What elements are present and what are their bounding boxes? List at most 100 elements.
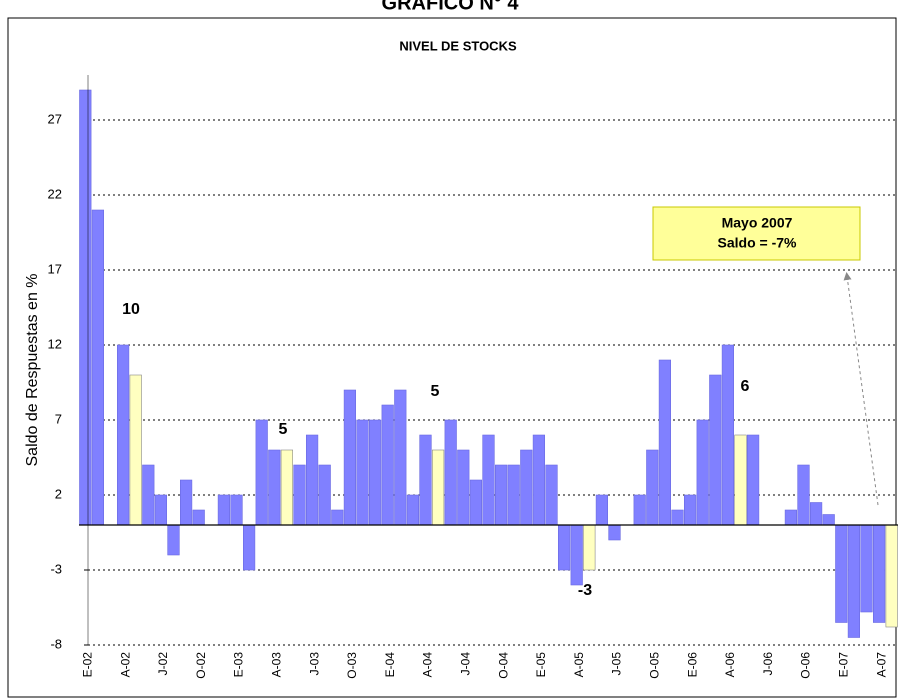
x-tick-label: E-02	[80, 652, 94, 678]
bar	[532, 434, 545, 526]
bar	[683, 494, 697, 526]
bar	[570, 524, 583, 586]
x-tick-label: J-02	[156, 652, 170, 676]
bar	[860, 524, 873, 613]
note-text: Mayo 2007	[722, 215, 793, 231]
x-tick-label: O-06	[799, 652, 813, 679]
bar	[293, 464, 306, 526]
bar	[835, 524, 848, 623]
x-tick-label: O-05	[647, 652, 661, 679]
annotation: 10	[122, 301, 140, 318]
chart-frame	[7, 17, 897, 698]
x-tick-label: J-05	[610, 652, 624, 676]
x-tick-label: E-07	[836, 652, 850, 678]
bar	[696, 419, 709, 526]
annotation: 5	[279, 421, 288, 438]
bar	[746, 434, 760, 526]
y-axis-label: Saldo de Respuestas en %	[24, 273, 41, 466]
chart-title: GRAFICO N° 4	[382, 0, 520, 14]
bar	[872, 524, 886, 623]
x-tick-label: A-07	[874, 652, 888, 678]
y-tick-label: 12	[48, 336, 62, 351]
x-tick-label: A-05	[572, 652, 586, 678]
bar	[847, 524, 860, 638]
bar	[444, 419, 457, 526]
x-tick-label: J-04	[458, 652, 472, 676]
bar	[633, 494, 646, 526]
bar	[79, 89, 92, 526]
note-text: Saldo = -7%	[718, 235, 798, 251]
bar	[318, 464, 331, 526]
note-box	[652, 206, 861, 261]
bar	[784, 509, 797, 526]
bar	[167, 524, 180, 556]
bar	[154, 494, 168, 526]
bar	[343, 389, 357, 526]
x-tick-label: O-03	[345, 652, 359, 679]
bar	[658, 359, 671, 526]
bar	[406, 494, 420, 526]
x-tick-label: A-02	[118, 652, 132, 678]
bar	[721, 344, 734, 526]
x-tick-label: E-05	[534, 652, 548, 678]
bar	[180, 479, 193, 526]
bar	[368, 419, 382, 526]
y-tick-label: -8	[50, 636, 62, 651]
bar	[331, 509, 344, 526]
x-tick-label: E-03	[232, 652, 246, 678]
bar	[520, 449, 533, 526]
bar	[494, 464, 508, 526]
x-tick-label: J-06	[761, 652, 775, 676]
y-tick-label: 7	[55, 411, 62, 426]
bar	[809, 502, 823, 526]
bar	[557, 524, 571, 571]
bar	[671, 509, 684, 526]
bar	[797, 464, 810, 526]
x-tick-label: E-04	[383, 652, 397, 678]
bar	[129, 374, 142, 526]
x-tick-label: E-06	[685, 652, 699, 678]
bar	[268, 449, 281, 526]
bar	[394, 389, 407, 526]
bar	[255, 419, 268, 526]
y-tick-label: -3	[50, 561, 62, 576]
chart-subtitle: NIVEL DE STOCKS	[399, 38, 517, 53]
bar	[545, 464, 558, 526]
bar	[117, 344, 130, 526]
bar	[192, 509, 205, 526]
bar	[305, 434, 319, 526]
x-tick-label: O-04	[496, 652, 510, 679]
bar	[583, 524, 596, 571]
bar	[142, 464, 155, 526]
bar	[822, 514, 835, 526]
bar	[381, 404, 394, 526]
bar	[482, 434, 495, 526]
bar	[91, 209, 104, 526]
bar	[507, 464, 520, 526]
bar	[356, 419, 369, 526]
bar	[243, 524, 256, 571]
bar	[885, 524, 898, 628]
x-tick-label: A-03	[269, 652, 283, 678]
y-tick-label: 17	[48, 261, 62, 276]
annotation: 5	[431, 383, 440, 400]
bar	[646, 449, 659, 526]
bar	[280, 449, 294, 526]
x-tick-label: A-04	[421, 652, 435, 678]
bar	[230, 494, 243, 526]
bar	[608, 524, 621, 541]
y-tick-label: 2	[55, 486, 62, 501]
bar	[431, 449, 445, 526]
bar	[457, 449, 470, 526]
bar	[709, 374, 722, 526]
bar	[595, 494, 608, 526]
bar	[469, 479, 483, 526]
note-arrow	[843, 272, 879, 506]
annotation: -3	[578, 582, 592, 599]
x-tick-label: A-06	[723, 652, 737, 678]
bar	[217, 494, 231, 526]
x-tick-label: O-02	[194, 652, 208, 679]
x-tick-label: J-03	[307, 652, 321, 676]
